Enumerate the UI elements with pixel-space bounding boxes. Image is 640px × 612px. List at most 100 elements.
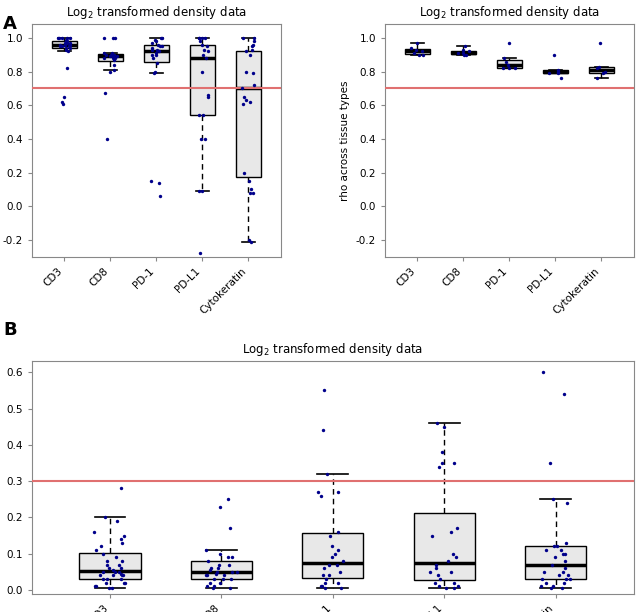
Point xyxy=(241,95,251,105)
Point xyxy=(553,69,563,78)
Point xyxy=(99,567,109,577)
Point xyxy=(195,248,205,258)
Point xyxy=(119,531,129,540)
Point xyxy=(202,42,212,51)
Point xyxy=(321,574,331,584)
Point xyxy=(102,556,112,566)
Point xyxy=(118,570,129,580)
Point xyxy=(209,574,219,584)
Point xyxy=(452,581,463,591)
Point xyxy=(546,583,556,593)
Point xyxy=(429,578,440,588)
Point xyxy=(151,50,161,60)
Point xyxy=(550,553,560,562)
Point xyxy=(225,523,235,533)
Point xyxy=(536,581,546,591)
Point xyxy=(218,574,228,584)
Point xyxy=(320,583,330,593)
Point xyxy=(435,574,445,584)
Point xyxy=(431,418,442,428)
Point xyxy=(412,45,422,54)
Point xyxy=(202,570,212,580)
Point xyxy=(117,556,127,566)
PathPatch shape xyxy=(525,547,586,579)
Point xyxy=(537,574,547,584)
Point xyxy=(336,583,346,593)
Point xyxy=(319,563,329,573)
Point xyxy=(100,89,110,99)
Point xyxy=(197,33,207,43)
Point xyxy=(58,99,68,108)
Point xyxy=(439,422,449,431)
Point xyxy=(319,386,329,395)
Point xyxy=(446,567,456,577)
Point xyxy=(248,33,259,43)
Point xyxy=(561,538,571,548)
Point xyxy=(206,563,216,573)
Point xyxy=(316,581,326,591)
Point xyxy=(327,553,337,562)
Point xyxy=(197,186,207,196)
Point xyxy=(434,461,444,471)
Point xyxy=(150,35,160,45)
Point xyxy=(154,47,164,56)
Point xyxy=(108,33,118,43)
Point xyxy=(102,560,113,570)
Text: A: A xyxy=(3,15,17,33)
Point xyxy=(95,542,106,551)
Point xyxy=(218,570,228,580)
Point xyxy=(109,65,120,75)
Point xyxy=(106,48,116,58)
Point xyxy=(318,570,328,580)
PathPatch shape xyxy=(98,54,123,61)
Point xyxy=(324,570,334,580)
Point xyxy=(105,51,115,61)
Point xyxy=(212,567,223,577)
Point xyxy=(504,64,515,73)
Point xyxy=(211,569,221,578)
Point xyxy=(90,581,100,591)
Point xyxy=(449,578,459,588)
Title: Log$_2$ transformed density data: Log$_2$ transformed density data xyxy=(66,4,247,21)
Point xyxy=(65,43,75,53)
Point xyxy=(332,560,342,570)
Point xyxy=(326,542,337,551)
Point xyxy=(320,578,330,588)
Point xyxy=(232,567,242,577)
Point xyxy=(91,581,101,591)
Point xyxy=(147,43,157,53)
Point xyxy=(101,578,111,588)
Point xyxy=(436,447,447,457)
Point xyxy=(101,50,111,60)
Point xyxy=(155,42,165,51)
Point xyxy=(147,45,157,54)
Point xyxy=(248,80,259,90)
Point xyxy=(200,134,211,144)
Point xyxy=(54,33,64,43)
Point xyxy=(406,43,416,53)
Point xyxy=(445,527,456,537)
Point xyxy=(431,560,441,570)
Point xyxy=(561,574,571,584)
Point xyxy=(239,92,250,102)
Point xyxy=(198,111,208,121)
Point xyxy=(227,567,237,577)
Point xyxy=(55,42,65,51)
PathPatch shape xyxy=(79,553,141,579)
Point xyxy=(116,574,126,584)
Point xyxy=(110,567,120,577)
Point xyxy=(557,583,567,593)
Point xyxy=(64,42,74,51)
Point xyxy=(215,502,225,512)
PathPatch shape xyxy=(404,49,430,54)
Point xyxy=(548,542,559,551)
Point xyxy=(499,53,509,63)
Point xyxy=(63,47,74,56)
Point xyxy=(554,570,564,580)
Point xyxy=(248,40,258,50)
Point xyxy=(558,567,568,577)
Point xyxy=(199,45,209,54)
Point xyxy=(200,33,210,43)
Point xyxy=(322,469,332,479)
Point xyxy=(114,567,124,577)
